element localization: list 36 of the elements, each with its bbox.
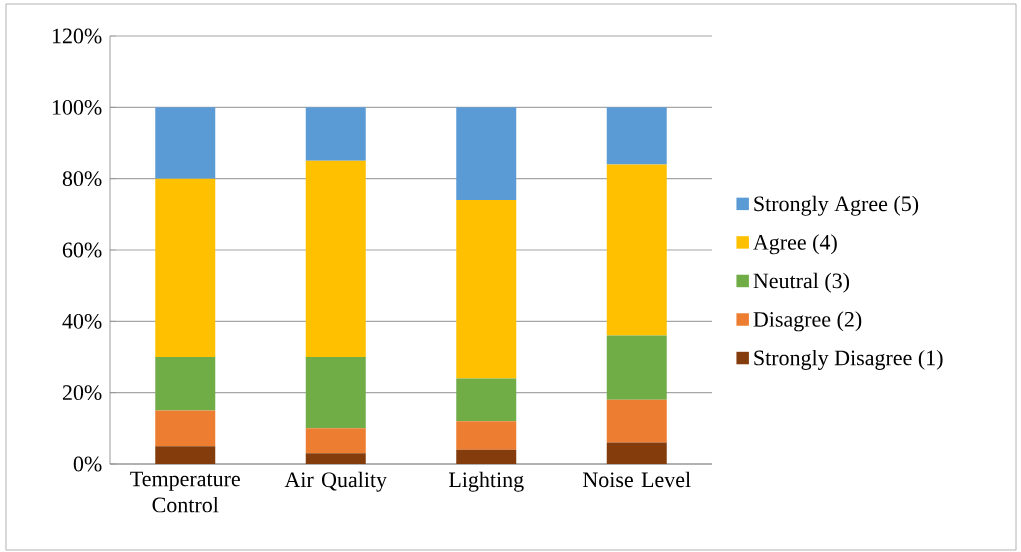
bar	[456, 449, 517, 464]
x-tick-label: Noise Level	[583, 471, 691, 488]
legend-label: Strongly Disagree (1)	[754, 349, 943, 370]
y-tick-label: 40%	[62, 313, 102, 329]
bar	[305, 453, 366, 464]
legend-label: Neutral (3)	[753, 272, 850, 293]
x-tick-label: Air Quality	[284, 471, 387, 492]
legend-label: Agree (4)	[753, 234, 837, 255]
bar	[155, 107, 216, 179]
bar	[305, 107, 366, 161]
x-tick-label: Lighting	[448, 471, 524, 492]
bar	[606, 399, 667, 443]
bar	[606, 107, 667, 165]
bar	[606, 164, 667, 336]
legend-label: Disagree (2)	[753, 311, 862, 332]
y-tick-label: 100%	[52, 99, 102, 115]
bar	[456, 107, 517, 201]
y-tick-label: 0%	[73, 456, 102, 472]
bar	[305, 428, 366, 454]
legend-label: Strongly Agree (5)	[754, 195, 919, 216]
bar	[305, 357, 366, 429]
bar	[155, 410, 216, 447]
x-tick-label: Temperature Control	[130, 471, 240, 513]
y-tick-label: 120%	[52, 28, 102, 44]
bar	[456, 378, 517, 422]
bar	[456, 421, 517, 450]
bar	[456, 200, 517, 379]
y-tick-label: 60%	[62, 242, 102, 258]
bar	[606, 442, 667, 464]
bar	[155, 357, 216, 411]
bar	[305, 160, 366, 357]
y-tick-label: 80%	[62, 171, 102, 187]
bar	[606, 335, 667, 400]
y-tick-label: 20%	[62, 385, 102, 401]
bar	[155, 178, 216, 357]
bar	[155, 446, 216, 464]
